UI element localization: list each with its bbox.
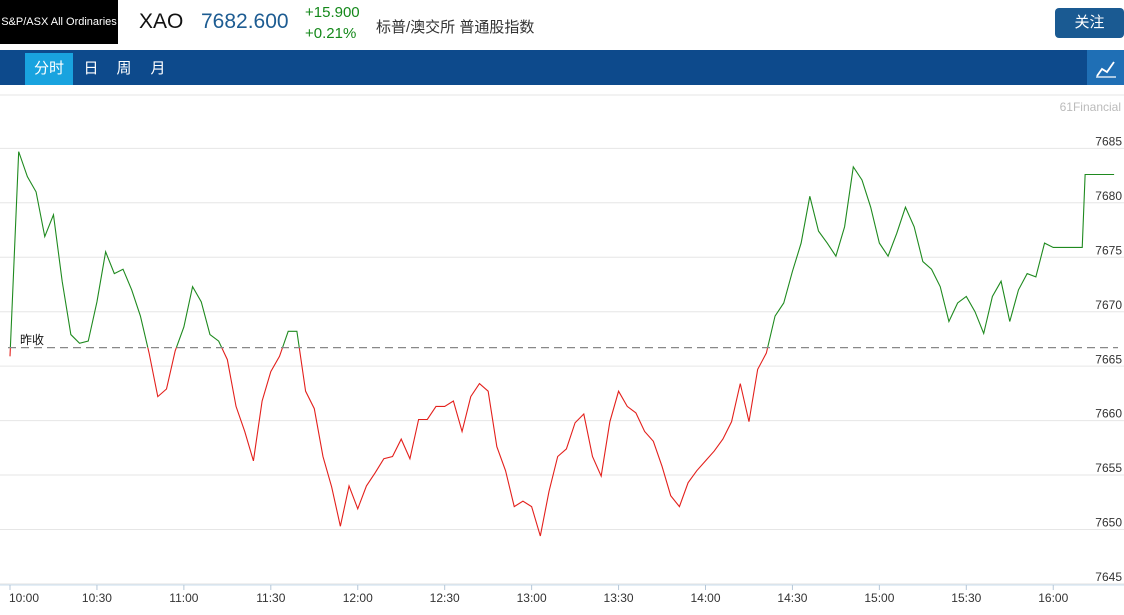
tab-bar: 分时 日 周 月 — [0, 50, 1124, 85]
y-tick-label: 7650 — [1095, 516, 1122, 530]
y-tick-label: 7680 — [1095, 189, 1122, 203]
follow-button[interactable]: 关注 — [1055, 8, 1124, 38]
chart: 61Financial 7645 7650 7655 7660 7665 7670 7675… — [0, 94, 1124, 605]
header: S&P/ASX All Ordinaries XAO 7682.600 +15.… — [0, 0, 1124, 46]
reference-label: 昨收 — [20, 333, 44, 347]
price-line-above — [9, 151, 1115, 348]
change: +15.900 — [305, 4, 360, 21]
y-tick-label: 7675 — [1095, 243, 1122, 257]
tab[interactable]: 分时 — [25, 53, 73, 85]
x-tick-label: 10:30 — [82, 591, 112, 605]
x-tick-label: 13:30 — [604, 591, 634, 605]
y-tick-label: 7670 — [1095, 298, 1122, 312]
symbol: XAO — [139, 10, 184, 33]
x-tick-label: 14:30 — [777, 591, 807, 605]
x-tick-label: 15:30 — [951, 591, 981, 605]
price-line-below — [9, 347, 769, 537]
tab[interactable]: 日 — [83, 60, 99, 77]
x-tick-label: 13:00 — [517, 591, 547, 605]
tab[interactable]: 月 — [150, 60, 166, 77]
chart-icon[interactable] — [1087, 50, 1124, 85]
y-tick-label: 7655 — [1095, 461, 1122, 475]
x-tick-label: 12:00 — [343, 591, 373, 605]
y-tick-label: 7645 — [1095, 570, 1122, 584]
x-tick-label: 12:30 — [430, 591, 460, 605]
description: 标普/澳交所 普通股指数 — [376, 19, 535, 36]
x-tick-label: 14:00 — [690, 591, 720, 605]
x-tick-label: 15:00 — [864, 591, 894, 605]
x-tick-label: 16:00 — [1038, 591, 1068, 605]
x-tick-label: 10:00 — [9, 591, 39, 605]
tab[interactable]: 周 — [116, 60, 132, 77]
watermark: 61Financial — [1060, 100, 1121, 114]
x-tick-label: 11:30 — [256, 591, 285, 605]
y-tick-label: 7665 — [1095, 352, 1122, 366]
y-tick-label: 7660 — [1095, 407, 1122, 421]
price: 7682.600 — [201, 10, 289, 33]
x-tick-label: 11:00 — [169, 591, 198, 605]
index-name: S&P/ASX All Ordinaries — [0, 0, 118, 44]
change-pct: +0.21% — [305, 25, 357, 42]
y-tick-label: 7685 — [1095, 135, 1122, 149]
